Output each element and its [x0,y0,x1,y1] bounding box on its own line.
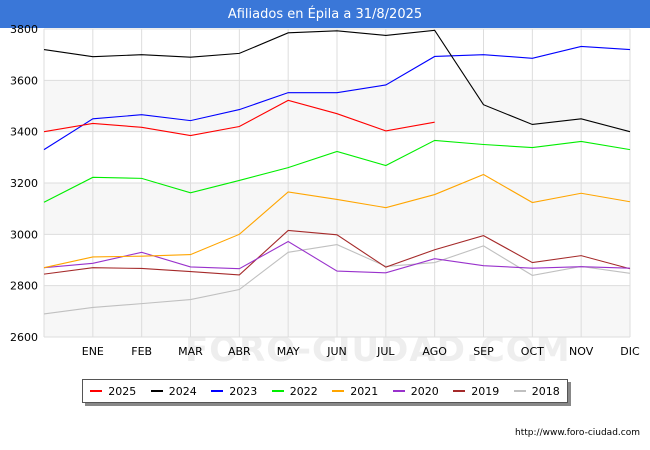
legend-item-2022: 2022 [271,384,318,398]
legend-swatch [513,390,526,392]
legend-swatch [392,390,405,392]
y-tick-label: 3600 [10,74,38,87]
legend-swatch [211,390,224,392]
legend-label: 2021 [350,384,379,398]
legend-item-2019: 2019 [453,385,499,398]
legend-label: 2019 [471,384,500,398]
y-tick-label: 3200 [10,177,38,190]
series-line-2018 [43,244,631,315]
y-tick-label: 3800 [10,23,38,36]
series-line-2021 [43,173,631,269]
legend-item-2018: 2018 [513,384,560,398]
x-tick-label: FEB [131,345,152,358]
grid-lines [43,28,631,338]
x-tick-label: ENE [82,345,104,358]
legend-item-2021: 2021 [332,385,378,398]
legend-item-2023: 2023 [211,385,257,398]
y-axis-ticks: 2600 2800 3000 3200 3400 3600 3800 [10,23,38,344]
chart-title: Afiliados en Épila a 31/8/2025 [0,0,650,28]
x-tick-label: AGO [422,345,447,358]
x-tick-label: OCT [521,345,544,358]
series-line-2020 [43,240,631,274]
legend-label: 2025 [108,384,137,398]
x-tick-label: JUN [326,345,347,358]
legend-swatch [150,390,163,392]
legend-item-2020: 2020 [392,384,439,398]
legend-swatch [332,390,345,392]
x-tick-label: NOV [569,345,594,358]
legend-label: 2023 [229,384,258,398]
series-line-2024 [43,29,631,133]
legend: 2025 2024 2023 2022 2021 2020 2019 2018 [82,379,568,403]
legend-swatch [271,390,284,392]
legend-item-2024: 2024 [150,384,197,398]
x-tick-label: MAY [277,345,300,358]
y-tick-label: 3400 [10,126,38,139]
series-lines [43,29,631,315]
source-credit: http://www.foro-ciudad.com [515,428,640,438]
series-line-2022 [43,139,631,203]
series-line-2023 [43,45,631,151]
legend-label: 2022 [289,384,318,398]
x-tick-label: MAR [178,345,203,358]
legend-swatch [453,390,466,392]
x-axis-ticks: ENE FEB MAR ABR MAY JUN JUL AGO SEP OCT NOV DIC [82,345,640,358]
x-tick-label: SEP [473,345,494,358]
legend-swatch [90,390,103,392]
legend-item-2025: 2025 [90,385,136,398]
x-tick-label: ABR [228,345,251,358]
y-tick-label: 2600 [10,331,38,344]
series-line-2019 [43,229,631,276]
legend-label: 2018 [531,384,560,398]
x-tick-label: DIC [620,345,640,358]
y-tick-label: 3000 [10,228,38,241]
y-tick-label: 2800 [10,280,38,293]
series-line-2025 [43,99,435,137]
x-tick-label: JUL [376,345,395,358]
legend-label: 2020 [410,384,439,398]
legend-label: 2024 [168,384,197,398]
